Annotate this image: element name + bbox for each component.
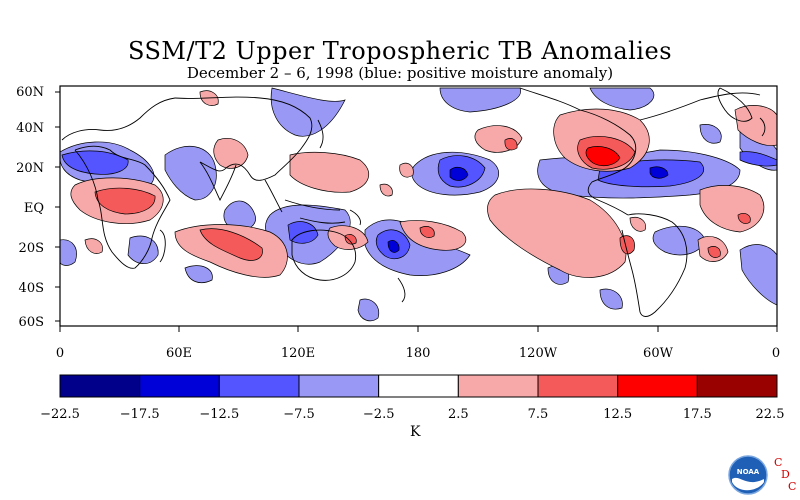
plot-frame bbox=[59, 85, 778, 327]
colorbar-label: 12.5 bbox=[603, 407, 632, 422]
colorbar-label: −7.5 bbox=[283, 407, 315, 422]
colorbar-label: −17.5 bbox=[120, 407, 160, 422]
strongest-positive-regions bbox=[585, 146, 621, 167]
lon-label: 120E bbox=[281, 346, 315, 361]
lon-label: 180 bbox=[406, 346, 431, 361]
lon-label: 120W bbox=[519, 346, 558, 361]
colorbar-unit: K bbox=[410, 424, 421, 440]
noaa-wave-icon bbox=[732, 477, 764, 491]
cdc-letter: C bbox=[774, 456, 782, 469]
colorbar-label: 17.5 bbox=[683, 407, 712, 422]
colorbar-swatch bbox=[617, 374, 698, 398]
colorbar-swatch bbox=[59, 374, 141, 398]
lat-label: 60N bbox=[16, 85, 44, 100]
colorbar-label: 7.5 bbox=[528, 407, 549, 422]
colorbar-swatch bbox=[457, 374, 539, 398]
latitude-axis: 60N 40N 20N EQ 20S 40S 60S bbox=[16, 85, 60, 330]
noaa-text: NOAA bbox=[737, 468, 760, 476]
colorbar-labels: −22.5 −17.5 −12.5 −7.5 −2.5 2.5 7.5 12.5… bbox=[40, 407, 784, 422]
lon-label: 0 bbox=[772, 346, 780, 361]
cdc-letter: D bbox=[781, 468, 790, 481]
lat-label: EQ bbox=[24, 201, 44, 216]
colorbar-swatch bbox=[378, 374, 459, 398]
strongest-negative-regions bbox=[387, 166, 669, 253]
lat-label: 60S bbox=[19, 315, 44, 330]
colorbar-label: −12.5 bbox=[199, 407, 239, 422]
lon-label: 0 bbox=[56, 346, 64, 361]
colorbar-label: −22.5 bbox=[40, 407, 80, 422]
coastlines bbox=[61, 87, 766, 317]
colorbar-swatch bbox=[696, 374, 778, 398]
colorbar-label: 22.5 bbox=[756, 407, 785, 422]
chart-title: SSM/T2 Upper Tropospheric TB Anomalies bbox=[127, 37, 673, 65]
colorbar-swatch bbox=[139, 374, 220, 398]
colorbar-swatch bbox=[537, 374, 619, 398]
lon-label: 60W bbox=[643, 346, 674, 361]
colorbar bbox=[59, 374, 778, 398]
colorbar-label: −2.5 bbox=[363, 407, 395, 422]
longitude-axis: 0 60E 120E 180 120W 60W 0 bbox=[56, 326, 780, 361]
colorbar-swatch bbox=[298, 374, 380, 398]
anomaly-field bbox=[60, 87, 777, 322]
colorbar-label: 2.5 bbox=[448, 407, 469, 422]
colorbar-swatch bbox=[218, 374, 300, 398]
noaa-cdc-logo: NOAA C D C bbox=[728, 455, 796, 495]
chart-subtitle: December 2 – 6, 1998 (blue: positive moi… bbox=[186, 64, 614, 82]
lat-label: 20S bbox=[19, 241, 44, 256]
lat-label: 40S bbox=[19, 281, 44, 296]
lat-label: 40N bbox=[16, 121, 44, 136]
cdc-letter: C bbox=[788, 480, 796, 493]
lon-label: 60E bbox=[166, 346, 192, 361]
lat-label: 20N bbox=[16, 161, 44, 176]
strong-positive-regions bbox=[94, 136, 751, 261]
